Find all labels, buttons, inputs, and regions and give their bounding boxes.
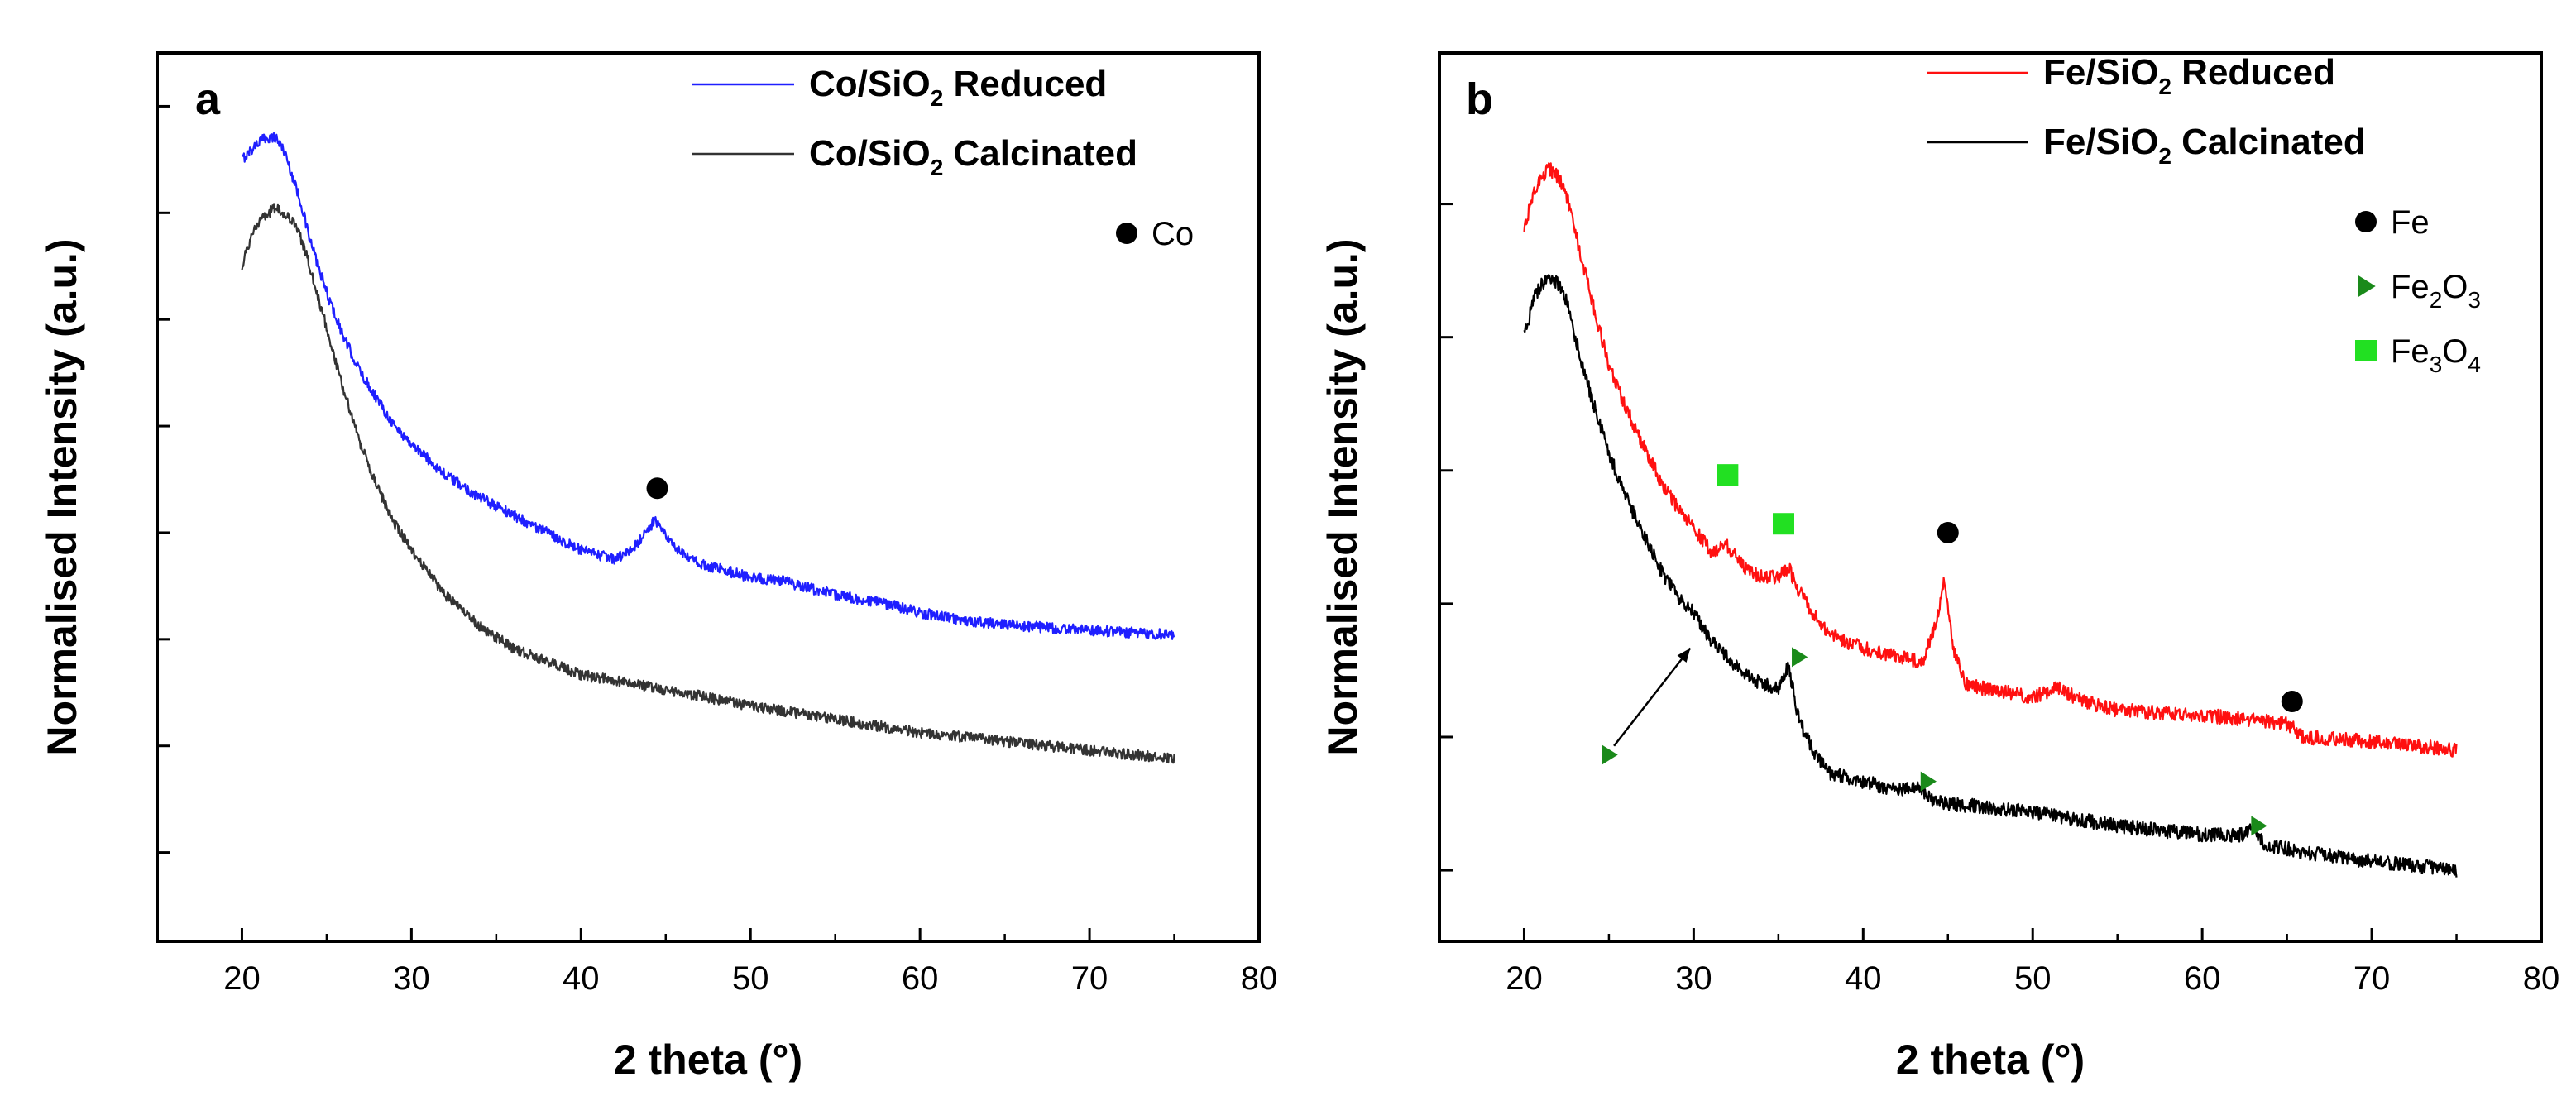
arrow-head (1677, 648, 1691, 663)
peak-marker-fe2o3 (1792, 647, 1808, 668)
panel-letter: a (195, 74, 221, 124)
series-0-0-line (241, 132, 1175, 640)
panel-b: 20 30 40 50 60 70 80 2 theta (°) Normalised Inte… (1319, 51, 2560, 1083)
x-tick-label: 20 (223, 960, 261, 997)
marker-legend-symbol (2358, 275, 2376, 297)
marker-legend-label: Co (1152, 216, 1194, 252)
x-tick-label: 40 (563, 960, 600, 997)
series-1-0-line (1523, 162, 2458, 758)
marker-legend-label: Fe2O3 (2391, 269, 2481, 313)
y-axis-title: Normalised Intensity (a.u.) (39, 238, 85, 755)
x-tick-label: 80 (1241, 960, 1278, 997)
peak-marker-fe2o3 (1602, 744, 1618, 765)
x-tick-label: 30 (1675, 960, 1712, 997)
x-tick-label: 40 (1845, 960, 1882, 997)
plot-frame (1438, 51, 2543, 943)
x-tick-label: 50 (2014, 960, 2052, 997)
panel-a: 20 30 40 50 60 70 80 2 theta (°) Normalised Inte… (39, 51, 1278, 1083)
panel-letter: b (1466, 74, 1493, 124)
marker-legend-symbol (2355, 211, 2377, 232)
peak-marker-fe (2281, 691, 2303, 713)
x-tick-label: 60 (902, 960, 939, 997)
annotation-arrow (1613, 647, 1692, 747)
marker-legend-symbol (1116, 223, 1137, 244)
series-0-1-line (241, 203, 1175, 764)
plot-frame (156, 51, 1261, 943)
x-axis-title: 2 theta (°) (1896, 1036, 2085, 1083)
legend-label: Fe/SiO2 Reduced (2043, 52, 2335, 99)
x-tick-label: 50 (732, 960, 769, 997)
y-axis-title: Normalised Intensity (a.u.) (1319, 238, 1366, 755)
x-axis-title: 2 theta (°) (614, 1036, 802, 1083)
legend-label: Co/SiO2 Calcinated (809, 133, 1137, 180)
legend-label: Co/SiO2 Reduced (809, 64, 1107, 111)
peak-marker-fe2o3 (2251, 816, 2267, 836)
series-1-1-line (1523, 274, 2458, 878)
marker-legend-label: Fe3O4 (2391, 333, 2481, 377)
marker-legend-symbol (2355, 340, 2377, 361)
peak-marker-fe (1937, 521, 1959, 543)
x-tick-label: 30 (393, 960, 430, 997)
x-tick-label: 20 (1506, 960, 1543, 997)
peak-marker-co (646, 477, 668, 500)
peak-marker-fe2o3 (1920, 771, 1937, 792)
x-tick-label: 70 (1071, 960, 1108, 997)
x-tick-label: 80 (2523, 960, 2560, 997)
x-tick-label: 60 (2184, 960, 2221, 997)
peak-marker-fe3o4 (1717, 464, 1739, 486)
peak-marker-fe3o4 (1772, 513, 1794, 535)
marker-legend-label: Fe (2391, 204, 2430, 241)
x-tick-label: 70 (2353, 960, 2391, 997)
legend-label: Fe/SiO2 Calcinated (2043, 122, 2366, 169)
